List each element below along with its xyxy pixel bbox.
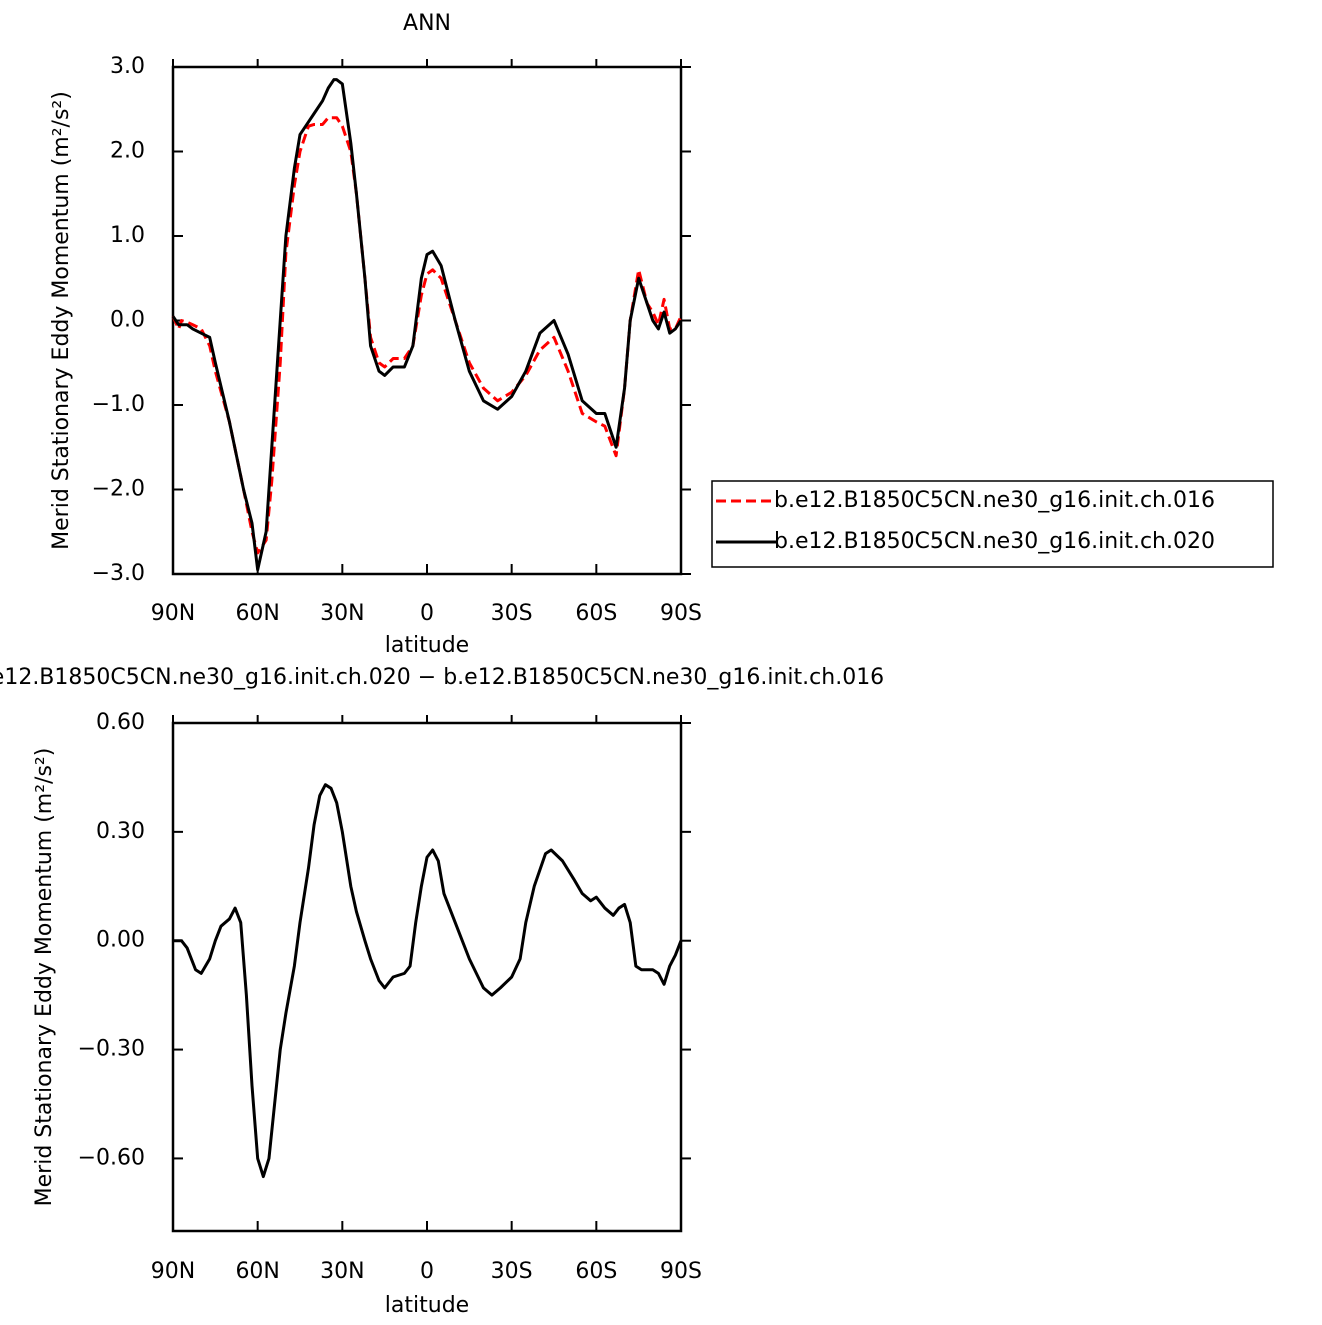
y-tick-label: 0.0 — [110, 308, 145, 333]
x-tick-label: 60N — [235, 1259, 279, 1284]
y-tick-label: −3.0 — [92, 561, 145, 586]
plot-frame — [171, 721, 683, 1233]
y-tick-label: 1.0 — [110, 223, 145, 248]
y-tick-label: −1.0 — [92, 392, 145, 417]
chart-title: ANN — [403, 11, 451, 36]
y-tick-label: 3.0 — [110, 54, 145, 79]
y-tick-label: −2.0 — [92, 477, 145, 502]
x-tick-label: 30N — [320, 1259, 364, 1284]
legend-label: b.e12.B1850C5CN.ne30_g16.init.ch.020 — [774, 529, 1215, 554]
legend-label: b.e12.B1850C5CN.ne30_g16.init.ch.016 — [774, 488, 1215, 513]
x-tick-label: 30S — [491, 1259, 533, 1284]
y-axis-label: Merid Stationary Eddy Momentum (m²/s²) — [32, 748, 57, 1207]
y-tick-label: −0.60 — [78, 1145, 145, 1170]
data-line — [171, 116, 683, 555]
x-tick-label: 60S — [575, 1259, 617, 1284]
x-tick-label: 90S — [660, 1259, 702, 1284]
y-tick-label: 0.30 — [96, 819, 145, 844]
x-axis-label: latitude — [385, 633, 469, 658]
x-tick-label: 90S — [660, 601, 702, 626]
plot-frame — [171, 65, 683, 576]
chart-title: b.e12.B1850C5CN.ne30_g16.init.ch.020 − b… — [0, 665, 884, 690]
x-tick-label: 60S — [575, 601, 617, 626]
x-tick-label: 0 — [420, 601, 434, 626]
x-tick-label: 60N — [235, 601, 279, 626]
y-tick-label: 0.00 — [96, 928, 145, 953]
y-tick-label: 0.60 — [96, 710, 145, 735]
y-tick-label: 2.0 — [110, 139, 145, 164]
y-axis-label: Merid Stationary Eddy Momentum (m²/s²) — [49, 91, 74, 550]
data-line — [171, 78, 683, 572]
data-line — [173, 783, 683, 1179]
x-axis-label: latitude — [385, 1293, 469, 1318]
x-tick-label: 90N — [151, 1259, 195, 1284]
x-tick-label: 30N — [320, 601, 364, 626]
x-tick-label: 0 — [420, 1259, 434, 1284]
y-tick-label: −0.30 — [78, 1037, 145, 1062]
legend-box — [711, 480, 1274, 568]
x-tick-label: 90N — [151, 601, 195, 626]
x-tick-label: 30S — [491, 601, 533, 626]
